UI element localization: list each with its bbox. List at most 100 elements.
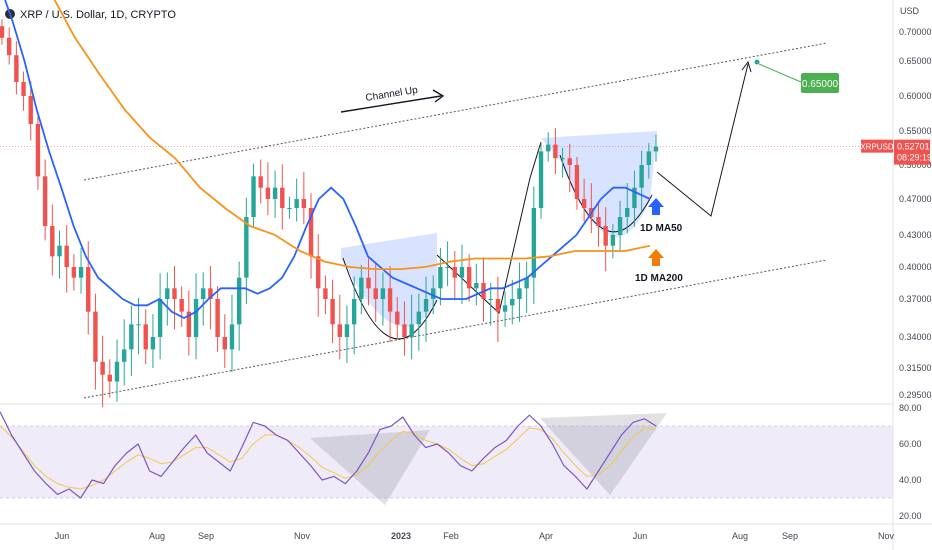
x-tick-label: Jun — [633, 531, 648, 541]
chart-title: XRP / U.S. Dollar, 1D, CRYPTO — [20, 9, 176, 21]
candle-body — [86, 267, 91, 312]
pattern-shade-1 — [341, 233, 437, 327]
candle-body — [416, 311, 422, 325]
x-tick-label: Sep — [198, 531, 214, 541]
ma50-line — [4, 0, 651, 319]
rsi-y-tick-label: 40.00 — [899, 475, 922, 485]
candle-body — [28, 96, 33, 124]
ma200-label: 1D MA200 — [635, 273, 683, 284]
target-badge-label: 0.65000 — [802, 79, 839, 90]
candle-body — [431, 288, 436, 299]
y-tick-label: 0.34000 — [899, 332, 932, 342]
candle-body — [402, 324, 407, 337]
x-tick-label: Nov — [294, 531, 311, 541]
candle-body — [71, 267, 77, 278]
ma50-label: 1D MA50 — [640, 223, 683, 234]
rsi-y-tick-label: 80.00 — [899, 403, 922, 413]
candle-body — [524, 277, 529, 289]
candle-body — [567, 158, 572, 165]
price-axis: USD 0.70000 0.65000 0.60000 0.55000 0.50000 0.… — [860, 0, 932, 550]
candle-body — [474, 283, 479, 289]
candle-body — [280, 187, 285, 208]
candle-body — [165, 288, 170, 299]
candle-body — [222, 337, 227, 350]
candle-body — [596, 217, 601, 226]
symbol-badge-label: XRPUSD — [860, 143, 894, 152]
candle-body — [287, 208, 292, 209]
candle-body — [553, 144, 558, 159]
candle-body — [502, 305, 508, 312]
candle-body — [42, 176, 48, 226]
candle-body — [625, 208, 630, 217]
y-tick-label: 0.55000 — [899, 126, 932, 136]
y-tick-label: 0.70000 — [899, 27, 932, 37]
rsi-triangle-2 — [540, 413, 667, 495]
candle-body — [366, 277, 371, 289]
candle-body — [236, 277, 242, 325]
y-tick-label: 0.65000 — [899, 56, 932, 66]
candle-body — [344, 324, 350, 337]
x-tick-label: Feb — [443, 531, 459, 541]
candle-body — [653, 146, 659, 152]
x-tick-label: 2023 — [391, 531, 411, 541]
candle-body — [632, 187, 637, 208]
bar-countdown: 08:29:19 — [897, 153, 932, 163]
x-tick-label: Aug — [732, 531, 748, 541]
candle-body — [323, 288, 328, 299]
candle-body — [574, 165, 580, 199]
candle-body — [179, 299, 184, 312]
candle-body — [0, 26, 5, 38]
y-tick-label: 0.50000 — [899, 160, 932, 170]
candle-body — [100, 361, 105, 375]
candle-body — [495, 299, 501, 312]
x-tick-label: Nov — [878, 531, 895, 541]
ma200-line — [53, 0, 651, 271]
x-tick-label: Apr — [539, 531, 553, 541]
candle-body — [380, 288, 386, 299]
candle-body — [488, 299, 493, 300]
candle-body — [201, 288, 206, 299]
candle-body — [121, 349, 127, 362]
candle-body — [258, 176, 263, 188]
channel-upper-line — [83, 42, 828, 181]
candle-body — [330, 299, 335, 325]
rsi-band — [0, 426, 893, 498]
symbol-badge — [861, 139, 893, 153]
candle-body — [172, 288, 177, 299]
candle-body — [208, 288, 213, 299]
projection-arrowhead — [741, 60, 752, 73]
candle-body — [157, 299, 163, 337]
candle-body — [617, 217, 623, 235]
x-tick-label: Sep — [782, 531, 798, 541]
candle-body — [337, 324, 342, 337]
candle-body — [129, 324, 134, 350]
channel-up-arrowhead — [432, 89, 445, 103]
y-tick-label: 0.47000 — [899, 194, 932, 204]
rsi-y-tick-label: 60.00 — [899, 439, 922, 449]
candle-body — [294, 199, 299, 208]
candle-body — [387, 288, 393, 312]
candle-body — [610, 235, 616, 246]
ma50-arrow-icon — [648, 198, 664, 215]
target-badge — [801, 73, 839, 93]
candle-body — [251, 176, 256, 217]
target-point — [754, 59, 760, 65]
channel-up-arrow — [340, 95, 442, 113]
chart-header: XRP / U.S. Dollar, 1D, CRYPTO — [5, 9, 176, 21]
candle-body — [545, 144, 551, 152]
candle-body — [531, 208, 537, 278]
candle-body — [193, 299, 199, 337]
candle-body — [351, 299, 357, 325]
y-tick-label: 0.60000 — [899, 91, 932, 101]
candle-body — [510, 299, 515, 306]
candle-body — [308, 208, 314, 257]
candle-body — [143, 324, 148, 350]
candle-body — [517, 288, 522, 299]
candle-body — [265, 187, 271, 199]
candle-body — [229, 324, 235, 350]
candle-body — [438, 267, 443, 289]
candle-body — [93, 311, 98, 362]
candle-body — [272, 187, 278, 199]
